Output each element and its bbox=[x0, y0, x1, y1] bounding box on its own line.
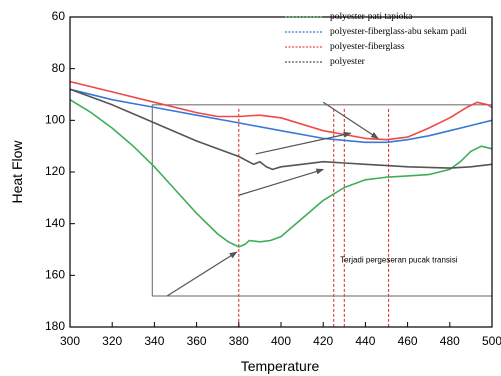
x-tick-label: 480 bbox=[440, 334, 460, 348]
annotation-arrows bbox=[166, 101, 379, 297]
annotation-arrow bbox=[255, 131, 352, 155]
legend-label: polyester-fiberglass-abu sekam padi bbox=[330, 26, 467, 37]
annotation-arrow bbox=[322, 101, 379, 139]
y-axis-title: Heat Flow bbox=[9, 140, 25, 204]
x-tick-label: 400 bbox=[271, 334, 291, 348]
y-tick-label: 120 bbox=[45, 164, 65, 178]
legend: polyester-pati tapioka polyester-fibergla… bbox=[285, 12, 467, 67]
annotation-arrow bbox=[166, 251, 238, 297]
x-tick-label: 380 bbox=[229, 334, 249, 348]
y-tick-label: 60 bbox=[52, 9, 66, 23]
series-line-1 bbox=[69, 99, 493, 248]
legend-label: polyester bbox=[330, 57, 366, 67]
x-axis-title: Temperature bbox=[241, 358, 320, 374]
y-tick-label: 180 bbox=[45, 319, 65, 333]
x-tick-label: 340 bbox=[144, 334, 164, 348]
x-tick-label: 420 bbox=[313, 334, 333, 348]
x-tick-label: 460 bbox=[398, 334, 418, 348]
series-line-4 bbox=[69, 88, 493, 171]
series-line-2 bbox=[69, 88, 493, 144]
plot-frame bbox=[69, 16, 493, 328]
reference-lines bbox=[238, 108, 390, 327]
y-tick-label: 100 bbox=[45, 113, 65, 127]
transition-shift-annotation: Terjadi pergeseran pucak transisi bbox=[340, 255, 458, 264]
legend-label: polyester-pati tapioka bbox=[330, 12, 413, 22]
x-tick-label: 360 bbox=[187, 334, 207, 348]
annotation-arrow bbox=[238, 168, 325, 196]
y-tick-label: 140 bbox=[45, 216, 65, 230]
x-tick-label: 320 bbox=[102, 334, 122, 348]
x-tick-label: 500 bbox=[482, 334, 501, 348]
x-tick-label: 300 bbox=[60, 334, 80, 348]
legend-label: polyester-fiberglass bbox=[330, 41, 405, 52]
y-tick-label: 160 bbox=[45, 268, 65, 282]
x-tick-label: 440 bbox=[355, 334, 375, 348]
x-axis: 300 320 340 360 380 400 420 440 460 480 500 bbox=[60, 322, 501, 348]
data-series bbox=[69, 80, 493, 248]
y-tick-label: 80 bbox=[52, 61, 66, 75]
y-axis: 60 80 100 120 140 160 180 bbox=[45, 9, 75, 333]
